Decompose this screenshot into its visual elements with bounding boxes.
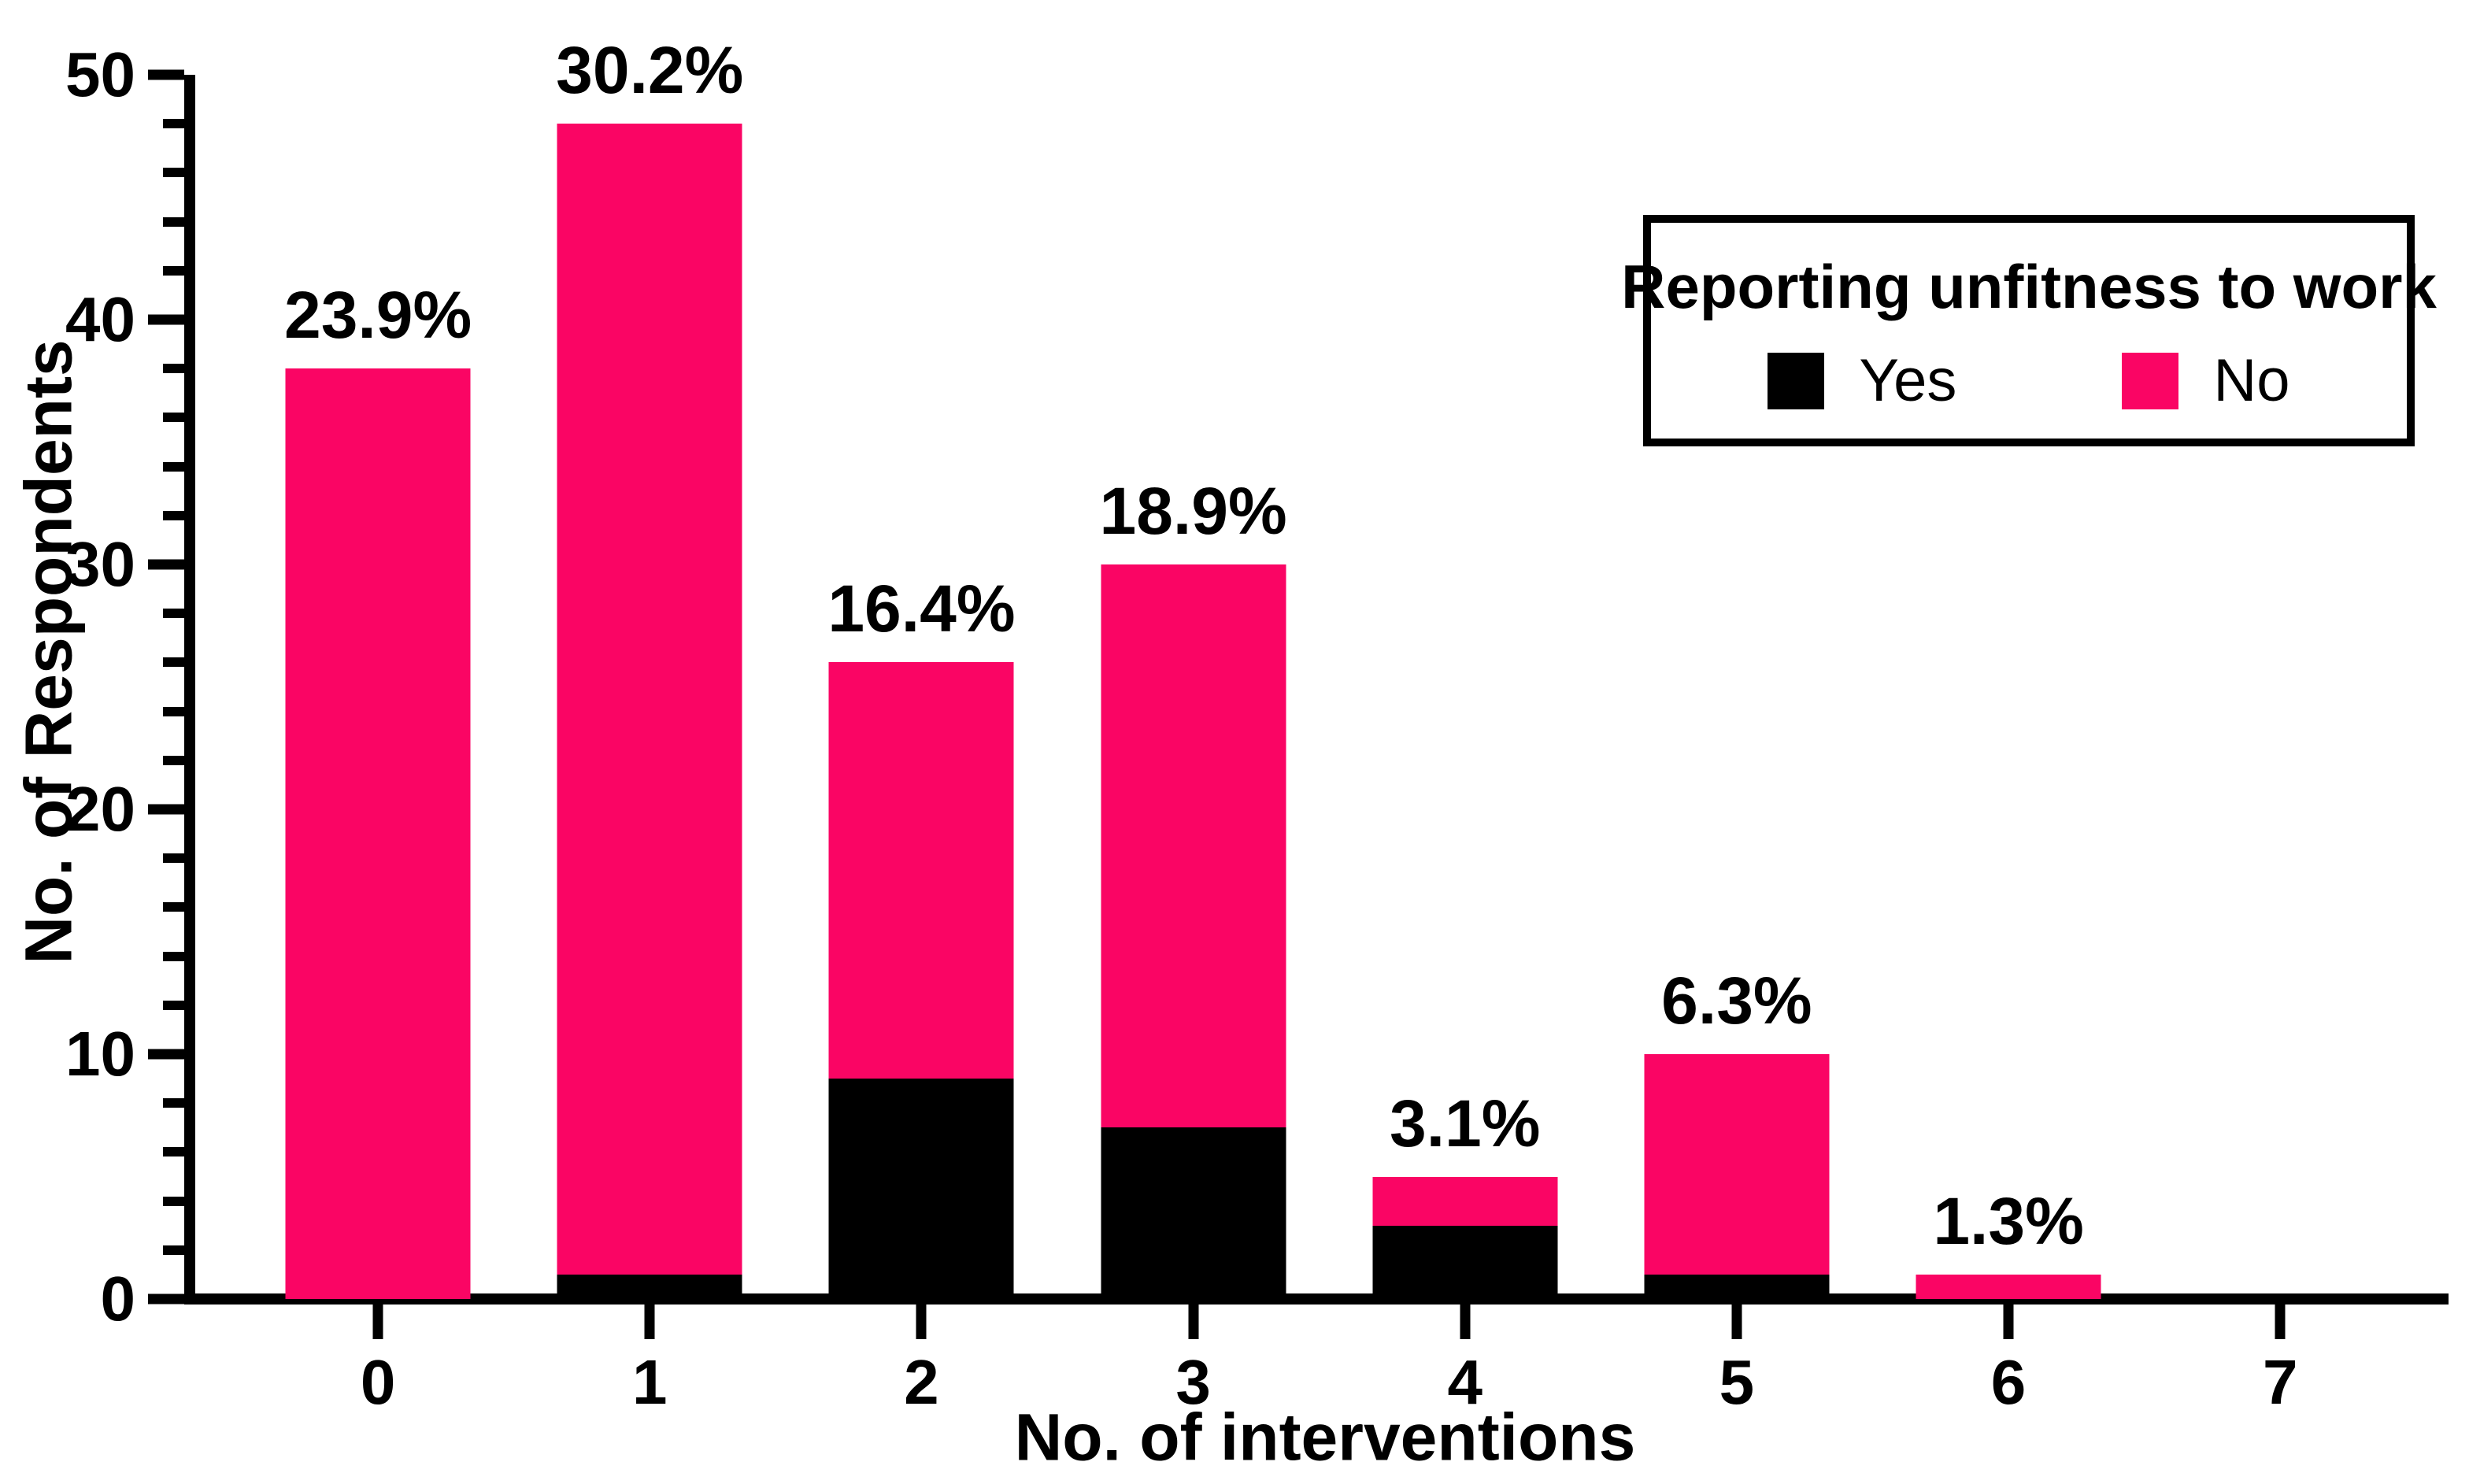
y-axis-minor-tick [163, 1196, 184, 1206]
y-axis-minor-tick [163, 364, 184, 374]
x-axis-tick [1188, 1305, 1199, 1339]
x-axis-tick-label: 1 [632, 1347, 668, 1417]
x-axis-tick [1460, 1305, 1471, 1339]
y-axis-minor-tick [163, 706, 184, 716]
y-axis-minor-tick [163, 1000, 184, 1010]
x-axis-tick [372, 1305, 383, 1339]
bar-percentage-label: 30.2% [556, 33, 744, 108]
y-axis-tick-label: 30 [65, 529, 135, 599]
bar-percentage-label: 23.9% [284, 278, 472, 353]
bar-segment-no [828, 662, 1014, 1079]
legend-swatch-yes [1768, 352, 1825, 409]
x-axis-tick [644, 1305, 655, 1339]
bar-percentage-label: 1.3% [1933, 1183, 2084, 1258]
y-axis-minor-tick [163, 119, 184, 129]
bar-segment-no [1916, 1274, 2101, 1299]
x-axis-tick [916, 1305, 927, 1339]
bar-segment-yes [1644, 1274, 1830, 1299]
y-axis-major-tick [148, 1049, 184, 1060]
y-axis-minor-tick [163, 413, 184, 423]
legend-label-no: No [2213, 346, 2290, 414]
x-axis-tick-label: 3 [1175, 1347, 1211, 1417]
y-axis-tick-label: 40 [65, 284, 135, 354]
y-axis-minor-tick [163, 902, 184, 912]
bar-segment-no [557, 124, 742, 1275]
x-axis-tick [1731, 1305, 1742, 1339]
x-axis-title: No. of interventions [1014, 1400, 1636, 1475]
y-axis-minor-tick [163, 1147, 184, 1157]
bar-segment-no [1101, 564, 1286, 1128]
x-axis-tick-label: 4 [1447, 1347, 1483, 1417]
y-axis-major-tick [148, 804, 184, 815]
bar-segment-yes [1101, 1127, 1286, 1299]
bar-segment-yes [1372, 1225, 1558, 1299]
legend-swatch-no [2122, 352, 2179, 409]
y-axis-minor-tick [163, 168, 184, 178]
bar-segment-no [1644, 1054, 1830, 1275]
y-axis-tick-label: 0 [100, 1264, 136, 1334]
x-axis-tick [2003, 1305, 2014, 1339]
bar-segment-yes [828, 1079, 1014, 1299]
x-axis-tick-label: 7 [2262, 1347, 2298, 1417]
y-axis-tick-label: 50 [65, 39, 135, 109]
legend-label-yes: Yes [1859, 346, 1957, 414]
y-axis-minor-tick [163, 609, 184, 619]
legend-item-no: No [2122, 346, 2290, 414]
legend-items: Yes No [1768, 346, 2290, 414]
y-axis-minor-tick [163, 951, 184, 961]
y-axis-minor-tick [163, 216, 184, 227]
legend: Reporting unfitness to work Yes No [1621, 215, 2437, 446]
y-axis-minor-tick [163, 461, 184, 472]
bar-segment-no [285, 368, 471, 1299]
x-axis-tick [2275, 1305, 2286, 1339]
y-axis-tick-label: 10 [65, 1019, 135, 1089]
y-axis-minor-tick [163, 853, 184, 864]
x-axis-tick-label: 2 [904, 1347, 939, 1417]
y-axis-major-tick [148, 69, 184, 80]
x-axis-tick-label: 0 [360, 1347, 396, 1417]
y-axis-major-tick [148, 559, 184, 570]
bar-percentage-label: 18.9% [1099, 474, 1287, 548]
y-axis-minor-tick [163, 510, 184, 520]
x-axis-tick-label: 5 [1719, 1347, 1755, 1417]
bar-segment-yes [557, 1274, 742, 1299]
legend-title: Reporting unfitness to work [1621, 251, 2437, 321]
x-axis-line [184, 1293, 2449, 1305]
y-axis-tick-label: 20 [65, 774, 135, 844]
y-axis-minor-tick [163, 1098, 184, 1108]
y-axis-line [184, 75, 195, 1305]
plot-area: 0 10 20 30 40 50 0 23.9% 1 30.2% 2 16.4% 3 18.9% 4 3.1%… [65, 37, 2449, 1414]
bar-percentage-label: 16.4% [827, 572, 1016, 646]
bar-segment-no [1372, 1176, 1558, 1226]
legend-item-yes: Yes [1768, 346, 1957, 414]
y-axis-minor-tick [163, 755, 184, 765]
x-axis-tick-label: 6 [1990, 1347, 2027, 1417]
y-axis-major-tick [148, 314, 184, 325]
y-axis-minor-tick [163, 657, 184, 668]
y-axis-minor-tick [163, 265, 184, 276]
y-axis-title: No. of Respondents [11, 339, 86, 964]
bar-percentage-label: 6.3% [1661, 964, 1812, 1038]
y-axis-major-tick [148, 1293, 184, 1305]
bar-percentage-label: 3.1% [1390, 1086, 1541, 1160]
y-axis-minor-tick [163, 1245, 184, 1255]
